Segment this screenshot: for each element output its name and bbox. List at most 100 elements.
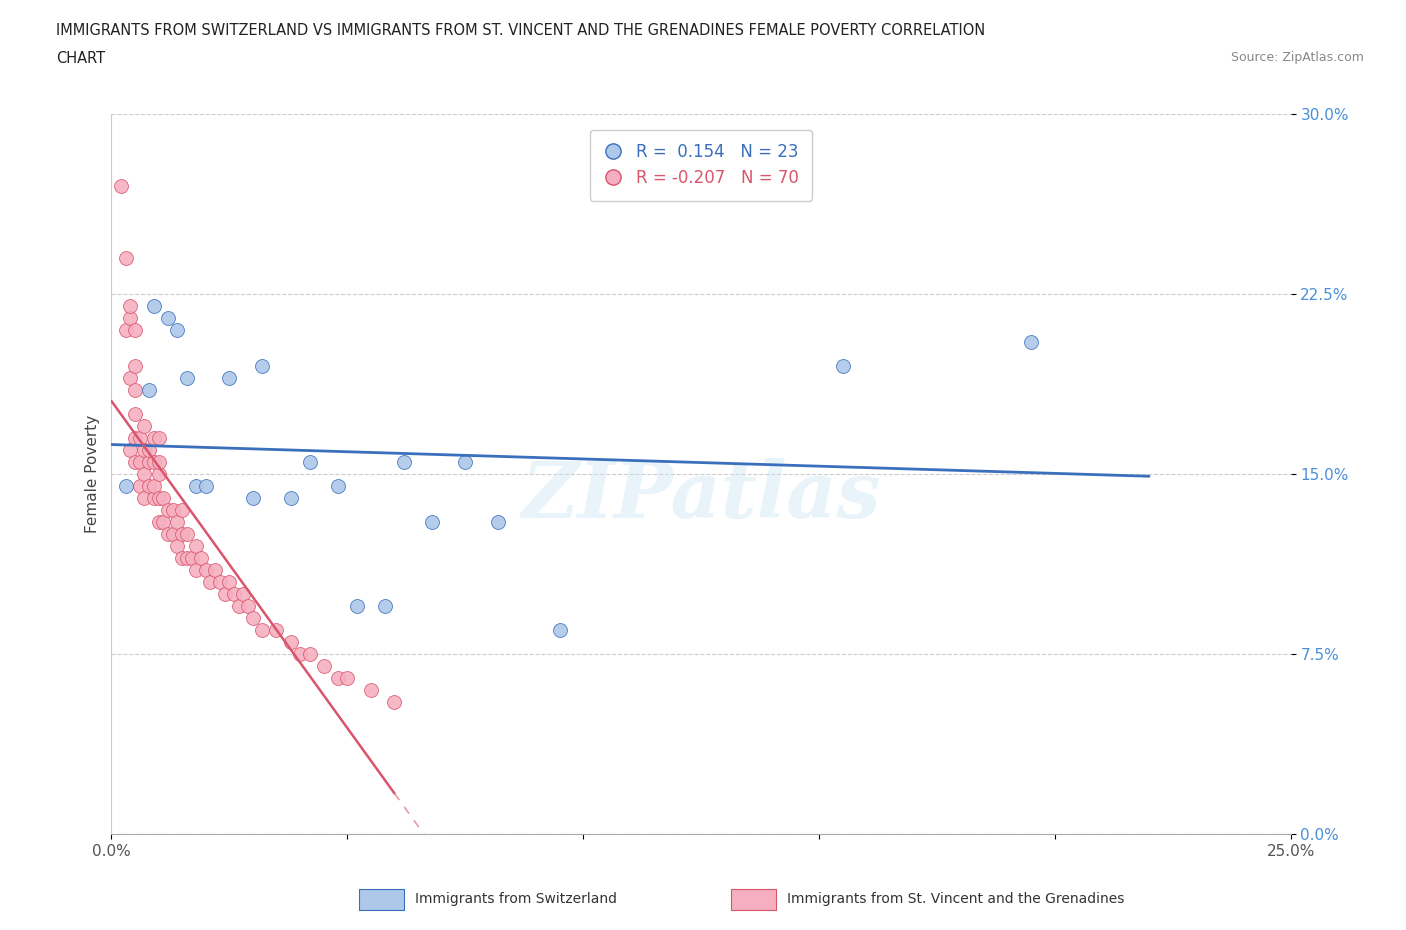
Point bbox=[134, 443, 156, 458]
Point bbox=[252, 623, 274, 638]
Point bbox=[242, 611, 264, 626]
Point bbox=[831, 359, 853, 374]
Point bbox=[134, 467, 156, 482]
Legend: R =  0.154   N = 23, R = -0.207   N = 70: R = 0.154 N = 23, R = -0.207 N = 70 bbox=[589, 129, 813, 201]
Text: Source: ZipAtlas.com: Source: ZipAtlas.com bbox=[1230, 51, 1364, 64]
Point bbox=[148, 455, 170, 470]
Point bbox=[148, 491, 170, 506]
Point bbox=[114, 251, 136, 266]
Point bbox=[298, 647, 321, 662]
Point bbox=[162, 526, 184, 541]
Point bbox=[242, 491, 264, 506]
Point bbox=[208, 575, 231, 590]
Point bbox=[336, 671, 359, 685]
Point bbox=[186, 563, 208, 578]
Text: IMMIGRANTS FROM SWITZERLAND VS IMMIGRANTS FROM ST. VINCENT AND THE GRENADINES FE: IMMIGRANTS FROM SWITZERLAND VS IMMIGRANT… bbox=[56, 23, 986, 38]
Point bbox=[218, 575, 240, 590]
Point bbox=[384, 695, 406, 710]
Point bbox=[120, 371, 142, 386]
Point bbox=[486, 515, 509, 530]
Point bbox=[360, 683, 382, 698]
Point bbox=[124, 359, 146, 374]
Point bbox=[312, 659, 335, 674]
Point bbox=[176, 371, 198, 386]
Point bbox=[124, 323, 146, 338]
Text: CHART: CHART bbox=[56, 51, 105, 66]
Point bbox=[454, 455, 477, 470]
Point bbox=[326, 479, 349, 494]
Point bbox=[166, 323, 188, 338]
Point bbox=[138, 455, 160, 470]
Text: Immigrants from St. Vincent and the Grenadines: Immigrants from St. Vincent and the Gren… bbox=[787, 892, 1125, 907]
Point bbox=[110, 179, 132, 193]
Point bbox=[190, 551, 212, 565]
Point bbox=[176, 551, 198, 565]
Point bbox=[148, 515, 170, 530]
Point bbox=[142, 455, 165, 470]
Point bbox=[266, 623, 288, 638]
Point bbox=[124, 431, 146, 445]
Point bbox=[152, 491, 174, 506]
Point bbox=[148, 431, 170, 445]
Point bbox=[200, 575, 222, 590]
Point bbox=[138, 479, 160, 494]
Point bbox=[222, 587, 245, 602]
Point bbox=[128, 455, 150, 470]
Point bbox=[346, 599, 368, 614]
Point bbox=[142, 431, 165, 445]
Point bbox=[1019, 335, 1042, 350]
Point bbox=[172, 526, 194, 541]
Point bbox=[152, 515, 174, 530]
Point bbox=[124, 383, 146, 398]
Point bbox=[194, 563, 217, 578]
Point bbox=[134, 418, 156, 433]
Point bbox=[288, 647, 311, 662]
Point bbox=[114, 479, 136, 494]
Point bbox=[124, 455, 146, 470]
Point bbox=[120, 443, 142, 458]
Point bbox=[374, 599, 396, 614]
Text: Immigrants from Switzerland: Immigrants from Switzerland bbox=[415, 892, 617, 907]
Point bbox=[214, 587, 236, 602]
Point bbox=[114, 323, 136, 338]
Point bbox=[176, 526, 198, 541]
Point bbox=[298, 455, 321, 470]
Text: ZIPatlas: ZIPatlas bbox=[522, 458, 880, 534]
Point bbox=[194, 479, 217, 494]
Point bbox=[128, 431, 150, 445]
Point bbox=[156, 311, 179, 325]
Point bbox=[142, 479, 165, 494]
Point bbox=[238, 599, 260, 614]
Point bbox=[252, 359, 274, 374]
Point bbox=[142, 491, 165, 506]
Point bbox=[162, 503, 184, 518]
Point bbox=[172, 551, 194, 565]
Point bbox=[180, 551, 202, 565]
Point bbox=[120, 299, 142, 313]
Point bbox=[228, 599, 250, 614]
Point bbox=[166, 538, 188, 553]
Point bbox=[148, 467, 170, 482]
Y-axis label: Female Poverty: Female Poverty bbox=[86, 415, 100, 534]
Point bbox=[280, 635, 302, 650]
Point bbox=[326, 671, 349, 685]
Point bbox=[138, 383, 160, 398]
Point bbox=[166, 515, 188, 530]
Point bbox=[548, 623, 571, 638]
Point bbox=[218, 371, 240, 386]
Point bbox=[392, 455, 415, 470]
Point bbox=[420, 515, 443, 530]
Point bbox=[172, 503, 194, 518]
Point bbox=[204, 563, 226, 578]
Point bbox=[128, 479, 150, 494]
Point bbox=[186, 538, 208, 553]
Point bbox=[134, 491, 156, 506]
Point bbox=[156, 526, 179, 541]
Point bbox=[232, 587, 254, 602]
Point bbox=[142, 299, 165, 313]
Point bbox=[156, 503, 179, 518]
Point bbox=[138, 443, 160, 458]
Point bbox=[124, 406, 146, 421]
Point bbox=[120, 311, 142, 325]
Point bbox=[186, 479, 208, 494]
